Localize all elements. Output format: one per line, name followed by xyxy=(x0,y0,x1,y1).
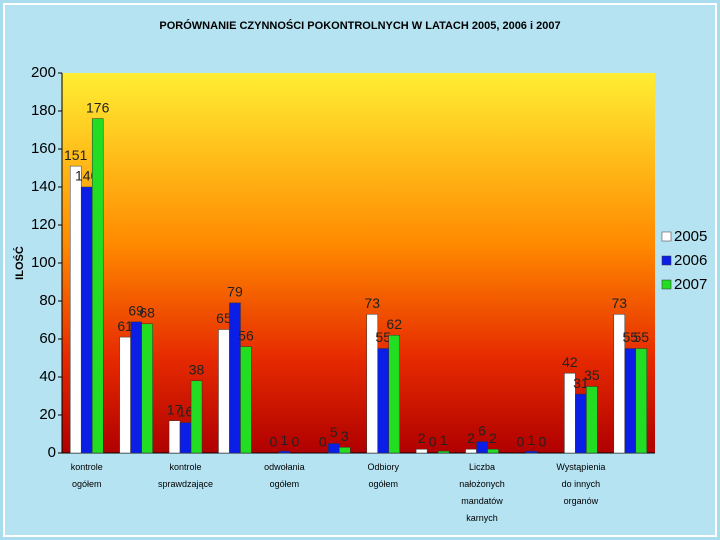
data-label: 0 xyxy=(539,434,547,450)
data-label: 2 xyxy=(418,430,426,446)
data-label: 61 xyxy=(117,318,133,334)
data-label: 73 xyxy=(612,295,628,311)
bar xyxy=(388,334,400,454)
bar xyxy=(525,450,538,454)
data-label: 5 xyxy=(330,424,338,440)
bar xyxy=(278,450,291,454)
data-label: 16 xyxy=(178,403,194,419)
data-label: 38 xyxy=(189,362,205,378)
x-tick-label: kontrole ogółem xyxy=(71,462,103,489)
data-label: 0 xyxy=(269,434,277,450)
data-label: 68 xyxy=(139,305,155,321)
data-label: 0 xyxy=(429,434,437,450)
bar xyxy=(119,336,131,454)
bar xyxy=(218,329,230,454)
data-label: 79 xyxy=(227,284,243,300)
y-tick-label: 120 xyxy=(31,216,56,233)
legend-label: 2005 xyxy=(674,228,707,245)
data-label: 1 xyxy=(528,432,536,448)
data-label: 55 xyxy=(375,329,391,345)
y-tick-label: 160 xyxy=(31,140,56,157)
y-tick-label: 140 xyxy=(31,178,56,195)
legend-label: 2006 xyxy=(674,252,707,269)
data-label: 65 xyxy=(216,310,232,326)
data-label: 1 xyxy=(280,432,288,448)
bar xyxy=(80,186,93,454)
x-tick-label: Liczba nałożonych mandatów karnych xyxy=(459,462,505,523)
bar xyxy=(69,165,82,454)
bar xyxy=(240,346,252,454)
bar xyxy=(575,393,587,454)
bar xyxy=(635,348,648,454)
y-tick-label: 80 xyxy=(39,292,56,309)
bar xyxy=(377,348,389,454)
data-label: 55 xyxy=(634,329,650,345)
data-label: 1 xyxy=(440,432,448,448)
bar xyxy=(339,447,351,454)
data-label: 62 xyxy=(386,316,402,332)
y-tick-label: 100 xyxy=(31,254,56,271)
bar xyxy=(624,348,637,454)
data-label: 2 xyxy=(489,430,497,446)
legend-swatch xyxy=(661,255,672,266)
y-tick-label: 40 xyxy=(39,368,56,385)
data-label: 6 xyxy=(478,422,486,438)
data-label: 55 xyxy=(623,329,639,345)
bar xyxy=(415,448,428,454)
bar xyxy=(437,450,450,454)
data-label: 56 xyxy=(238,327,254,343)
bar xyxy=(487,448,499,454)
bar xyxy=(91,118,104,454)
plot-area xyxy=(62,73,655,453)
legend-swatch xyxy=(661,279,672,290)
data-label: 0 xyxy=(319,434,327,450)
y-tick-label: 60 xyxy=(39,330,56,347)
legend-swatch xyxy=(661,231,672,242)
bar xyxy=(229,302,241,454)
bar xyxy=(179,422,192,454)
bar xyxy=(130,321,142,454)
data-label: 35 xyxy=(584,367,600,383)
data-label: 2 xyxy=(467,430,475,446)
x-tick-label: Wystąpienia do innych organów xyxy=(556,462,605,506)
bar xyxy=(141,323,153,454)
y-tick-label: 0 xyxy=(48,444,56,461)
bar xyxy=(190,380,203,454)
y-tick-label: 200 xyxy=(31,64,56,81)
data-label: 0 xyxy=(517,434,525,450)
y-tick-label: 180 xyxy=(31,102,56,119)
data-label: 31 xyxy=(573,375,589,391)
data-label: 73 xyxy=(364,295,380,311)
bar xyxy=(465,448,477,454)
data-label: 0 xyxy=(291,434,299,450)
legend-label: 2007 xyxy=(674,276,707,293)
data-label: 42 xyxy=(562,354,578,370)
x-tick-label: kontrole sprawdzające xyxy=(158,462,213,489)
bar xyxy=(476,441,488,454)
data-label: 17 xyxy=(167,401,183,417)
data-label: 69 xyxy=(128,303,144,319)
bar xyxy=(328,443,340,454)
x-tick-label: odwołania ogółem xyxy=(264,462,305,489)
y-axis-label: ILOŚĆ xyxy=(13,246,26,280)
bar xyxy=(168,420,181,454)
chart-title: PORÓWNANIE CZYNNOŚCI POKONTROLNYCH W LAT… xyxy=(159,19,560,32)
data-label: 3 xyxy=(341,428,349,444)
bar xyxy=(586,386,598,454)
data-label: 176 xyxy=(86,99,110,115)
y-tick-label: 20 xyxy=(39,406,56,423)
x-tick-label: Odbiory ogółem xyxy=(367,462,399,489)
data-label: 151 xyxy=(64,147,88,163)
